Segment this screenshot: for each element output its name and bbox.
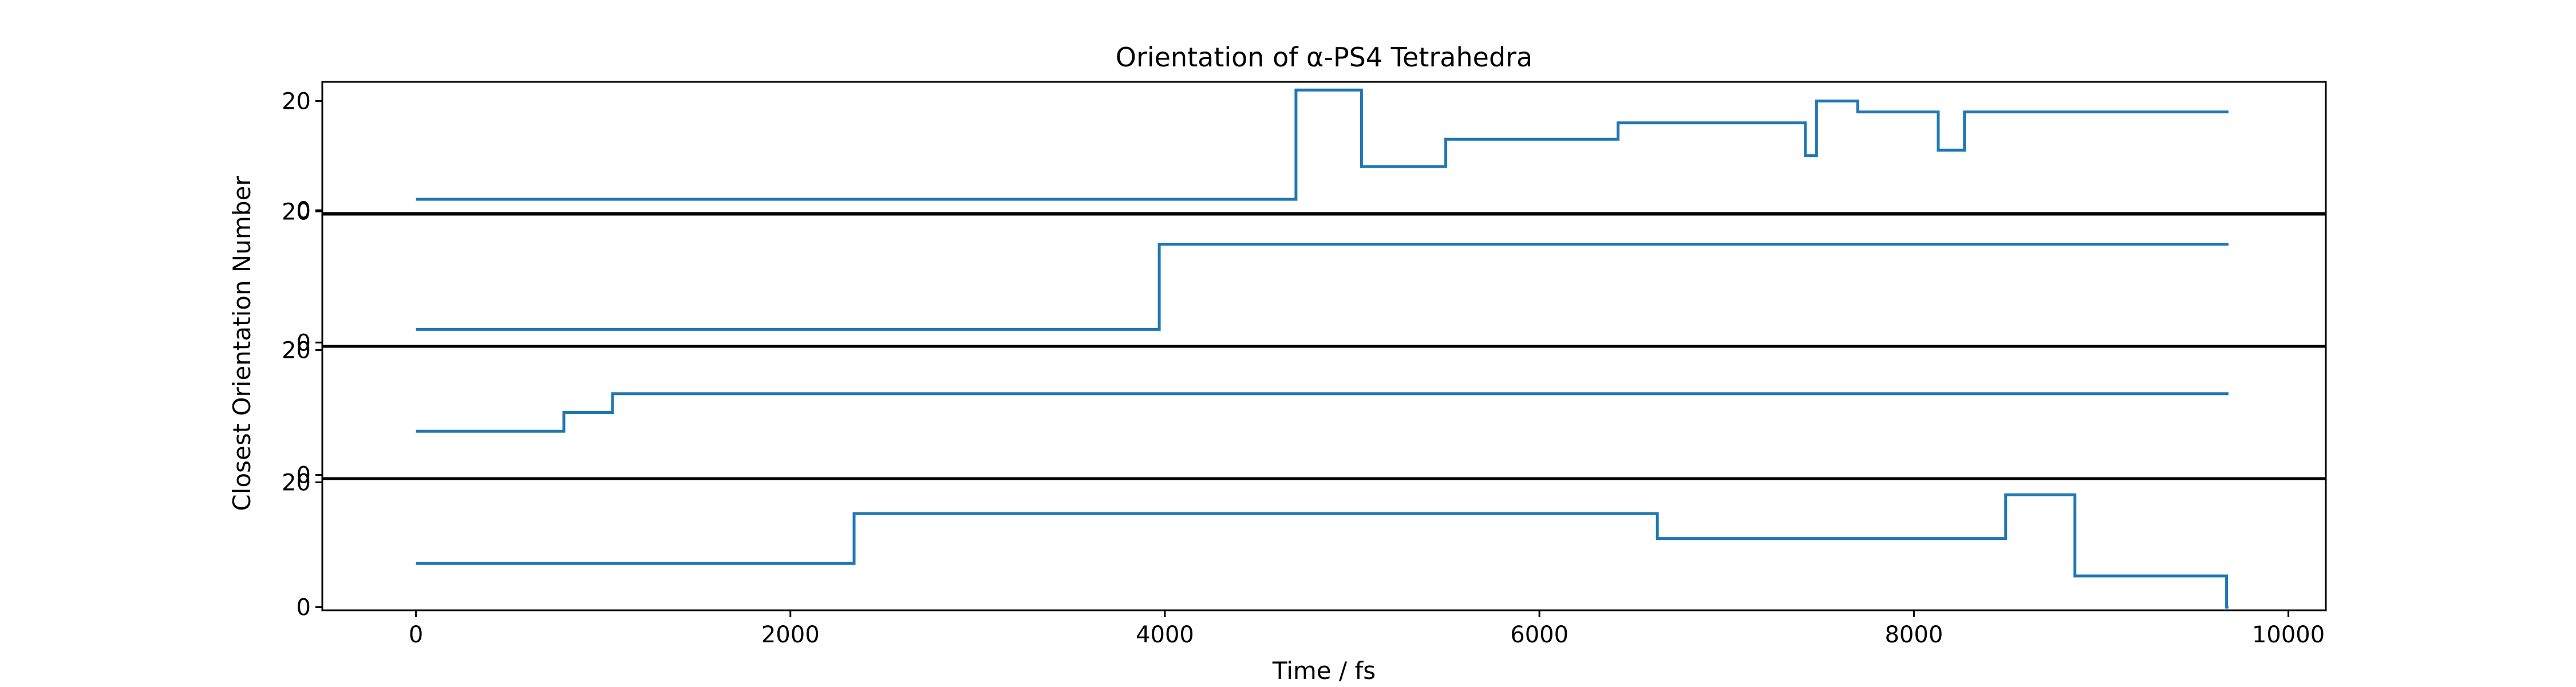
series-line-3 [416,392,2229,433]
y-tick-label: 0 [297,330,311,356]
y-tick-label: 20 [282,199,311,225]
subplot-frame [321,346,2327,479]
series-line-1 [416,88,2229,201]
chart-title: Orientation of α-PS4 Tetrahedra [1116,42,1533,73]
x-tick-label: 10000 [2252,622,2325,648]
x-tick-label: 8000 [1884,622,1943,648]
x-tick-label: 2000 [761,622,820,648]
x-axis: 0 2000 4000 6000 8000 10000 [409,610,2325,648]
subplot-frame [321,478,2327,611]
series-line-2 [416,243,2229,331]
y-axis-label: Closest Orientation Number [228,176,256,511]
y-tick-label: 0 [297,198,311,224]
y-tick-label: 20 [282,88,311,114]
x-tick-label: 4000 [1136,622,1194,648]
subplot-2: 020 [282,199,2327,356]
subplot-1: 020 [282,81,2327,224]
subplot-3: 0 20 [282,337,2327,489]
y-tick-label: 0 [297,463,311,489]
x-axis-label: Time / fs [1272,657,1376,685]
subplot-frame [321,81,2327,214]
series-line-4 [416,493,2229,609]
y-tick-label: 20 [282,337,311,364]
subplot-frame [321,214,2327,347]
x-tick-label: 6000 [1510,622,1568,648]
y-tick-label: 20 [282,469,311,496]
y-tick-label: 0 [297,595,311,621]
x-tick-label: 0 [409,622,423,648]
subplot-4: 0 20 [282,469,2327,621]
